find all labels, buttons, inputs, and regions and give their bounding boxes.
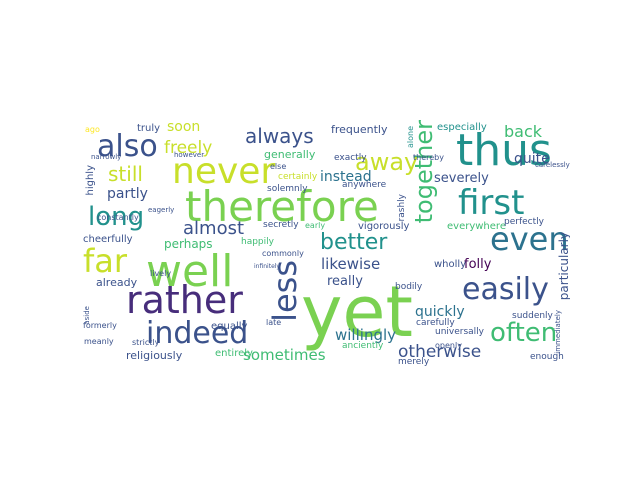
- word-solemnly: solemnly: [267, 184, 308, 194]
- word-carefully: carefully: [416, 318, 455, 328]
- word-severely: severely: [434, 171, 489, 186]
- word-quite: quite: [514, 151, 550, 167]
- word-else: else: [270, 162, 287, 171]
- word-already: already: [96, 276, 138, 289]
- word-enough: enough: [530, 352, 564, 362]
- word-strictly: strictly: [132, 338, 160, 347]
- word-however: however: [174, 151, 205, 159]
- word-thereby: thereby: [413, 153, 444, 162]
- word-truly: truly: [137, 123, 161, 134]
- word-always: always: [245, 124, 314, 148]
- word-almost: almost: [183, 218, 245, 239]
- word-cloud: yet well therefore rather never thus first even…: [80, 120, 570, 370]
- word-often: often: [490, 318, 558, 348]
- word-equally: equally: [211, 321, 248, 332]
- word-lively: lively: [150, 269, 172, 278]
- word-otherwise: otherwise: [398, 342, 482, 362]
- word-rather: rather: [126, 278, 243, 322]
- word-suddenly: suddenly: [512, 311, 553, 321]
- word-anywhere: anywhere: [342, 180, 387, 190]
- word-secretly: secretly: [263, 220, 299, 230]
- word-perfectly: perfectly: [504, 217, 544, 227]
- word-back: back: [504, 122, 543, 141]
- word-soon: soon: [167, 120, 201, 135]
- word-frequently: frequently: [331, 123, 388, 136]
- word-wholly: wholly: [434, 259, 467, 270]
- word-eagerly: eagerly: [148, 206, 175, 214]
- word-universally: universally: [435, 327, 485, 337]
- word-entirely: entirely: [215, 348, 253, 359]
- word-even: even: [490, 220, 569, 258]
- word-also: also: [97, 129, 158, 164]
- word-generally: generally: [264, 148, 316, 161]
- word-carelessly: carelessly: [535, 161, 570, 169]
- word-highly: highly: [85, 165, 96, 196]
- word-narrowly: narrowly: [91, 153, 122, 161]
- word-openly: openly: [435, 341, 462, 350]
- word-folly: folly: [464, 257, 492, 272]
- word-perhaps: perhaps: [164, 237, 213, 251]
- word-bodily: bodily: [395, 282, 423, 292]
- word-religiously: religiously: [126, 349, 183, 362]
- word-anciently: anciently: [342, 341, 384, 351]
- word-happily: happily: [241, 237, 274, 247]
- word-immediately: immediately: [554, 310, 562, 354]
- word-yet: yet: [301, 271, 413, 353]
- word-therefore: therefore: [185, 182, 379, 231]
- word-vigorously: vigorously: [358, 221, 410, 232]
- word-particularly: particularly: [557, 232, 570, 301]
- word-alone: alone: [406, 126, 415, 149]
- word-meanly: meanly: [84, 337, 114, 346]
- word-early: early: [305, 221, 326, 230]
- word-ago: ago: [85, 125, 100, 134]
- word-partly: partly: [107, 186, 148, 202]
- word-infinitely: infinitely: [254, 263, 280, 270]
- word-exactly: exactly: [334, 153, 367, 163]
- word-rashly: rashly: [397, 194, 407, 222]
- word-formerly: formerly: [83, 321, 117, 330]
- word-well: well: [146, 246, 234, 297]
- word-especially: especially: [437, 122, 487, 133]
- word-quickly: quickly: [415, 304, 465, 320]
- word-constantly: constantly: [97, 213, 139, 222]
- word-long: long: [88, 202, 145, 232]
- word-everywhere: everywhere: [447, 221, 506, 232]
- word-never: never: [172, 151, 276, 192]
- word-merely: merely: [398, 357, 430, 367]
- word-instead: instead: [320, 169, 372, 185]
- word-first: first: [458, 183, 525, 223]
- word-better: better: [320, 230, 388, 255]
- word-likewise: likewise: [321, 255, 381, 273]
- word-away: away: [355, 148, 419, 176]
- word-really: really: [327, 274, 363, 289]
- word-easily: easily: [462, 272, 549, 307]
- word-thus: thus: [456, 125, 552, 176]
- word-aside: aside: [83, 306, 91, 325]
- word-indeed: indeed: [146, 316, 249, 351]
- word-late: late: [266, 318, 282, 327]
- word-willingly: willingly: [335, 326, 397, 344]
- word-commonly: commonly: [262, 249, 304, 258]
- word-still: still: [108, 162, 143, 186]
- word-cheerfully: cheerfully: [83, 234, 133, 245]
- word-certainly: certainly: [278, 172, 318, 182]
- word-far: far: [83, 242, 128, 280]
- word-freely: freely: [164, 138, 213, 158]
- word-sometimes: sometimes: [243, 346, 326, 364]
